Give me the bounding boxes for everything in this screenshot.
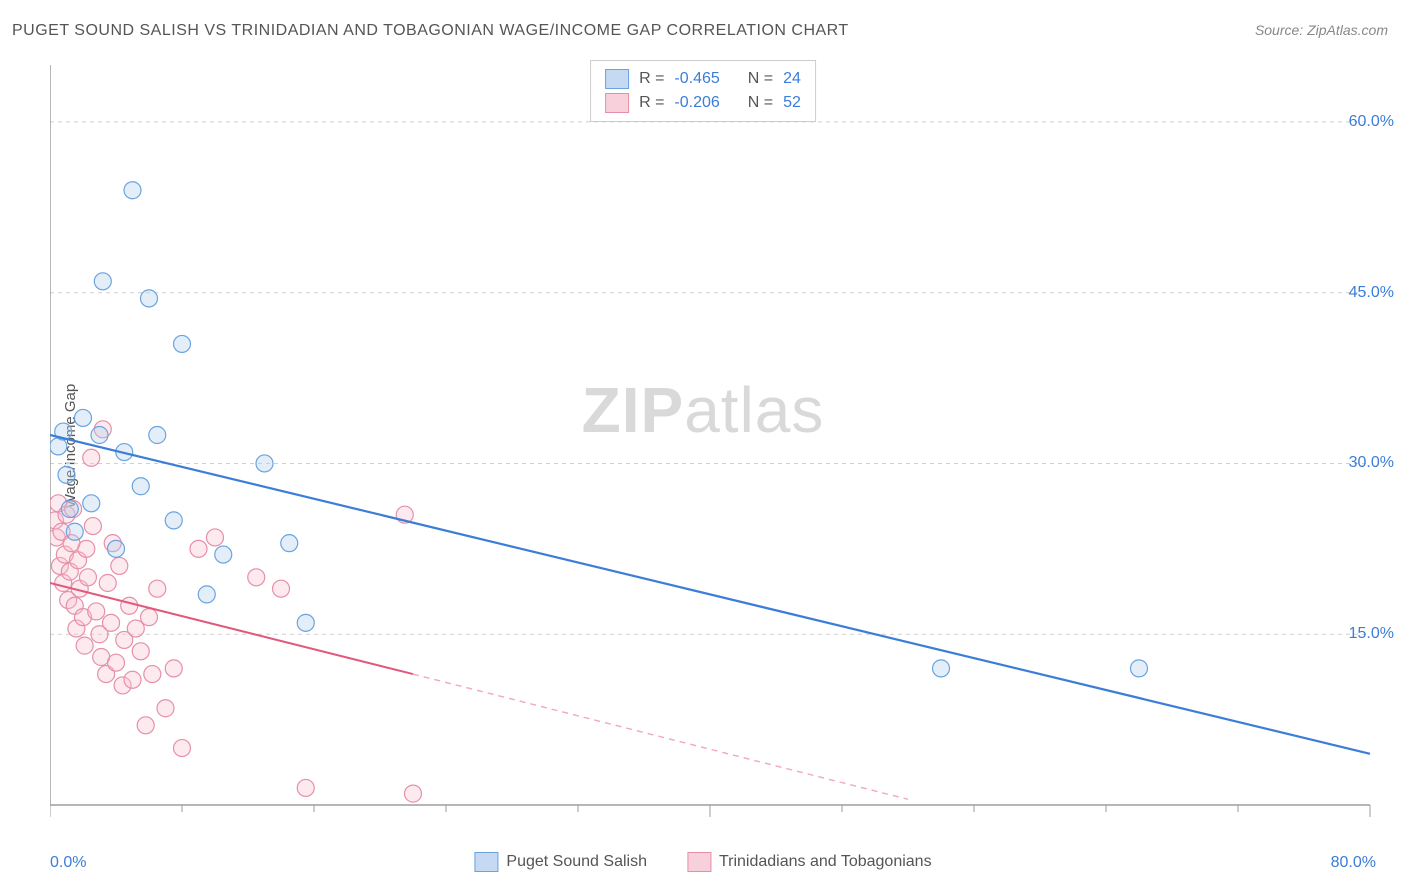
stats-legend: R = -0.465 N = 24 R = -0.206 N = 52 [590, 60, 816, 122]
y-tick-label: 60.0% [1349, 113, 1394, 131]
source-label: Source: ZipAtlas.com [1255, 22, 1388, 38]
y-tick-label: 45.0% [1349, 284, 1394, 302]
series-legend: Puget Sound Salish Trinidadians and Toba… [474, 852, 931, 872]
swatch-0 [605, 69, 629, 89]
x-axis-min-label: 0.0% [50, 854, 86, 872]
stats-row-0: R = -0.465 N = 24 [605, 67, 801, 91]
stats-row-1: R = -0.206 N = 52 [605, 91, 801, 115]
chart-title: PUGET SOUND SALISH VS TRINIDADIAN AND TO… [12, 22, 849, 40]
legend-swatch-0 [474, 852, 498, 872]
scatter-plot [50, 55, 1380, 825]
y-tick-label: 15.0% [1349, 625, 1394, 643]
y-tick-label: 30.0% [1349, 454, 1394, 472]
legend-label-0: Puget Sound Salish [506, 853, 647, 871]
legend-item-1: Trinidadians and Tobagonians [687, 852, 932, 872]
swatch-1 [605, 93, 629, 113]
legend-label-1: Trinidadians and Tobagonians [719, 853, 932, 871]
legend-swatch-1 [687, 852, 711, 872]
x-axis-max-label: 80.0% [1331, 854, 1376, 872]
chart-container: PUGET SOUND SALISH VS TRINIDADIAN AND TO… [0, 0, 1406, 892]
legend-item-0: Puget Sound Salish [474, 852, 647, 872]
